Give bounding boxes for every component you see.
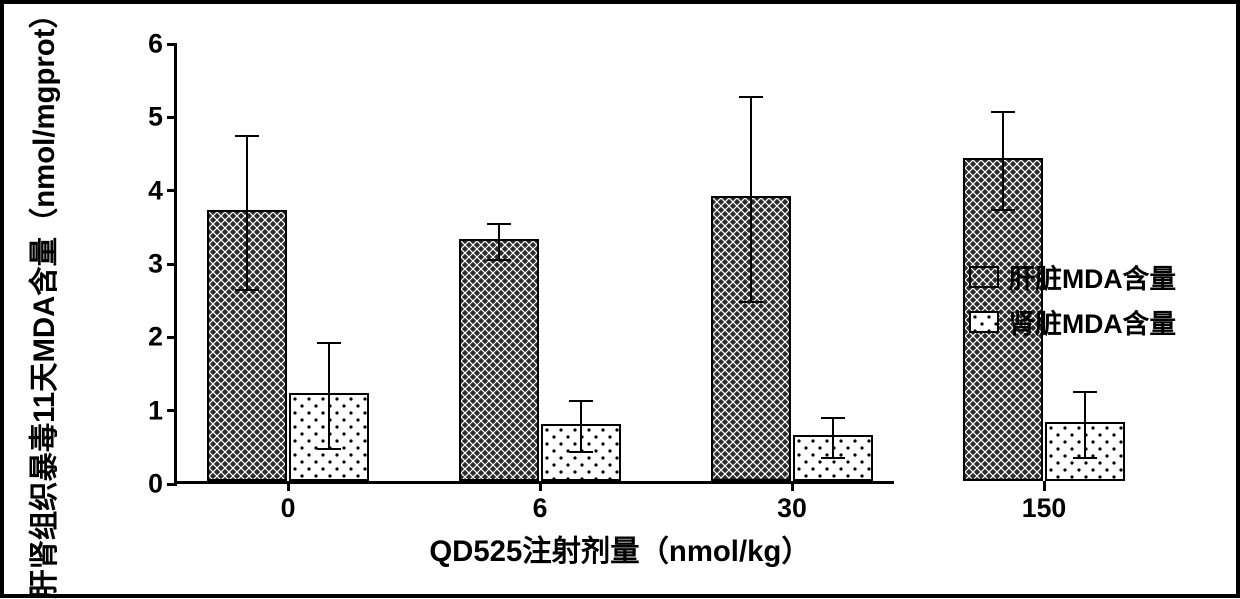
y-tick [167, 116, 177, 119]
error-cap-bottom [991, 209, 1015, 211]
legend-label: 肾脏MDA含量 [1009, 302, 1176, 341]
error-bar [1002, 112, 1004, 210]
error-bar [328, 343, 330, 449]
y-tick [167, 483, 177, 486]
x-tick [287, 481, 290, 491]
legend-swatch [969, 266, 999, 288]
x-tick-label: 150 [1022, 493, 1066, 524]
y-axis-title: 肝肾组织暴毒11天MDA含量（nmol/mgprot） [21, 0, 63, 599]
error-bar [1084, 392, 1086, 458]
error-cap-bottom [1073, 457, 1097, 459]
legend-item: 肝脏MDA含量 [969, 257, 1176, 296]
error-cap-top [821, 417, 845, 419]
error-bar [498, 224, 500, 261]
error-cap-bottom [487, 259, 511, 261]
plot-area: 01234560630150 [174, 44, 894, 484]
y-tick [167, 189, 177, 192]
x-tick-label: 6 [533, 493, 548, 524]
legend-item: 肾脏MDA含量 [969, 302, 1176, 341]
y-tick [167, 43, 177, 46]
y-tick [167, 263, 177, 266]
x-tick [539, 481, 542, 491]
error-bar [246, 136, 248, 290]
error-cap-top [991, 111, 1015, 113]
legend: 肝脏MDA含量肾脏MDA含量 [969, 251, 1176, 347]
error-cap-bottom [235, 289, 259, 291]
y-tick-label: 1 [148, 395, 163, 426]
y-tick-label: 3 [148, 249, 163, 280]
error-cap-top [569, 400, 593, 402]
chart-frame: 肝肾组织暴毒11天MDA含量（nmol/mgprot） QD525注射剂量（nm… [0, 0, 1240, 598]
legend-label: 肝脏MDA含量 [1009, 257, 1176, 296]
error-cap-bottom [317, 448, 341, 450]
error-bar [832, 418, 834, 458]
error-cap-top [1073, 391, 1097, 393]
y-tick [167, 336, 177, 339]
y-tick-label: 2 [148, 322, 163, 353]
error-cap-bottom [739, 301, 763, 303]
error-cap-bottom [821, 457, 845, 459]
x-tick-label: 30 [777, 493, 807, 524]
x-tick [1043, 481, 1046, 491]
error-cap-top [317, 342, 341, 344]
chart-container: 肝肾组织暴毒11天MDA含量（nmol/mgprot） QD525注射剂量（nm… [34, 24, 1206, 574]
error-cap-top [235, 135, 259, 137]
y-tick-label: 4 [148, 175, 163, 206]
y-tick-label: 6 [148, 29, 163, 60]
error-cap-top [487, 223, 511, 225]
x-axis-title: QD525注射剂量（nmol/kg） [429, 528, 810, 570]
y-tick [167, 409, 177, 412]
error-bar [750, 97, 752, 302]
error-cap-bottom [569, 451, 593, 453]
bar [459, 239, 539, 481]
error-cap-top [739, 96, 763, 98]
y-tick-label: 0 [148, 469, 163, 500]
y-tick-label: 5 [148, 102, 163, 133]
x-tick-label: 0 [281, 493, 296, 524]
legend-swatch [969, 311, 999, 333]
error-bar [580, 401, 582, 452]
x-tick [791, 481, 794, 491]
